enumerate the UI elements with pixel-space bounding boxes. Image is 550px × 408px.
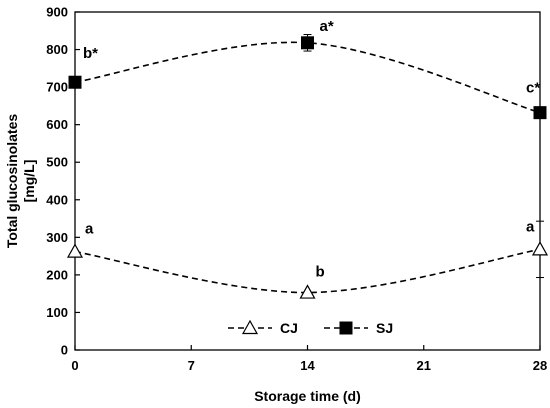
data-point-sj (68, 75, 82, 89)
y-tick-label: 700 (46, 80, 68, 95)
point-label-cj: a (85, 221, 94, 238)
y-axis-title-line: [mg/L] (21, 160, 37, 203)
legend-marker-sj (339, 321, 353, 335)
y-tick-label: 200 (46, 267, 68, 282)
data-point-cj (531, 241, 549, 256)
x-tick-label: 21 (417, 358, 431, 373)
point-label-sj: c* (526, 80, 540, 97)
y-tick-label: 100 (46, 305, 68, 320)
x-axis-title: Storage time (d) (254, 388, 361, 404)
x-tick-label: 28 (533, 358, 547, 373)
point-label-cj: b (316, 264, 325, 281)
y-axis-title: Total glucosinolates [mg/L] (4, 114, 37, 249)
point-label-sj: b* (83, 45, 98, 62)
data-point-sj (301, 36, 314, 50)
plot-area: 0 100 200 300 400 500 600 700 800 900 0 7 14 21 28 a b a b… (46, 5, 549, 373)
legend-label-cj: CJ (280, 320, 298, 336)
point-label-sj: a* (320, 18, 334, 35)
x-tick-label: 14 (300, 358, 315, 373)
series-line-sj (74, 41, 541, 114)
data-point-cj (299, 284, 316, 299)
plot-frame (74, 11, 541, 351)
legend-label-sj: SJ (376, 320, 393, 336)
y-tick-label: 0 (61, 343, 68, 358)
y-tick-label: 400 (46, 192, 68, 207)
legend-marker-cj (241, 319, 259, 335)
y-axis-title-line: Total glucosinolates (4, 114, 20, 249)
data-point-cj (66, 243, 84, 258)
legend: CJ SJ (228, 319, 393, 336)
point-label-cj: a (526, 218, 535, 235)
data-point-sj (533, 106, 547, 120)
y-tick-label: 600 (46, 117, 68, 132)
x-tick-label: 0 (71, 358, 78, 373)
y-tick-label: 900 (46, 5, 68, 20)
y-tick-label: 300 (46, 230, 68, 245)
x-tick-label: 7 (188, 358, 195, 373)
y-tick-label: 800 (46, 42, 68, 57)
y-tick-label: 500 (46, 155, 68, 170)
